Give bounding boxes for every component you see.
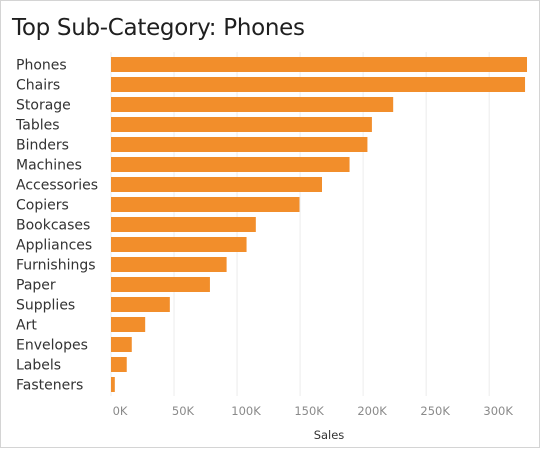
bar[interactable]	[111, 177, 323, 192]
x-tick-label: 100K	[231, 404, 261, 418]
bar[interactable]	[111, 157, 350, 172]
category-label: Appliances	[16, 238, 92, 254]
x-tick-label: 150K	[294, 404, 324, 418]
bar[interactable]	[111, 237, 247, 252]
category-label: Supplies	[16, 298, 75, 314]
bar[interactable]	[111, 117, 372, 132]
category-label: Copiers	[16, 198, 69, 214]
bar[interactable]	[111, 217, 256, 232]
x-tick-label: 200K	[357, 404, 387, 418]
bar[interactable]	[111, 357, 127, 372]
x-tick-label: 50K	[172, 404, 195, 418]
chart-title: Top Sub-Category: Phones	[12, 15, 305, 41]
x-tick-label: 250K	[420, 404, 450, 418]
x-tick-labels: 0K 50K 100K 150K 200K 250K 300K	[113, 404, 514, 418]
bar[interactable]	[111, 337, 132, 352]
bar[interactable]	[111, 97, 394, 112]
category-label: Bookcases	[16, 218, 90, 234]
x-tick-label: 300K	[483, 404, 513, 418]
category-label: Envelopes	[16, 338, 88, 354]
category-label: Fasteners	[16, 378, 83, 394]
category-labels: Phones Chairs Storage Tables Binders Machines…	[15, 58, 98, 394]
bar[interactable]	[111, 317, 146, 332]
category-label: Furnishings	[16, 258, 96, 274]
x-tick-label: 0K	[113, 404, 128, 418]
category-label: Art	[16, 318, 37, 334]
category-label: Binders	[16, 138, 69, 154]
category-label: Tables	[15, 118, 60, 134]
category-label: Chairs	[16, 78, 60, 94]
bar[interactable]	[111, 77, 526, 92]
category-label: Labels	[16, 358, 61, 374]
bar[interactable]	[111, 197, 300, 212]
category-label: Storage	[16, 98, 71, 114]
x-axis-title: Sales	[314, 428, 345, 442]
bars	[111, 57, 528, 392]
bar[interactable]	[111, 377, 115, 392]
bar[interactable]	[111, 297, 170, 312]
category-label: Accessories	[16, 178, 98, 194]
bar[interactable]	[111, 257, 227, 272]
category-label: Machines	[16, 158, 82, 174]
bar[interactable]	[111, 57, 528, 72]
category-label: Phones	[16, 58, 67, 74]
bar[interactable]	[111, 277, 210, 292]
category-label: Paper	[16, 278, 56, 294]
bar[interactable]	[111, 137, 368, 152]
